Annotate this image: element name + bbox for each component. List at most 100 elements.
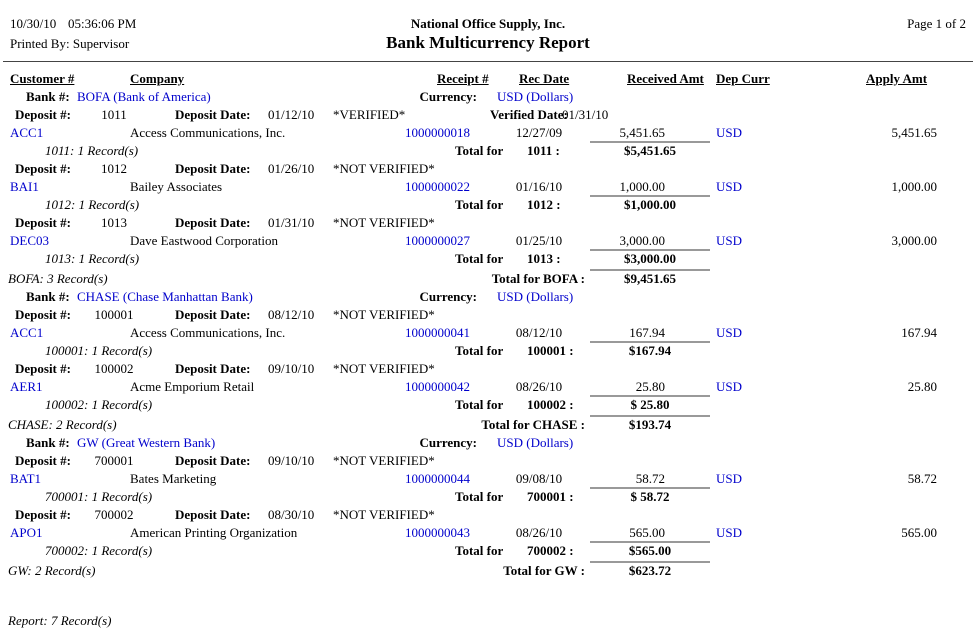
apply-amt-cell: 1,000.00 (891, 179, 938, 194)
dep-curr-link[interactable]: USD (716, 471, 743, 486)
deposit-total-row: 700001: 1 Record(s) Total for 700001 : $… (0, 487, 976, 506)
receipt-link[interactable]: 1000000041 (405, 325, 470, 340)
rec-date-cell: 01/16/10 (515, 179, 563, 194)
deposit-total-row: 1012: 1 Record(s) Total for 1012 : $1,00… (0, 195, 976, 214)
column-header-dep-curr: Dep Curr (716, 71, 770, 86)
deposit-number-label: Deposit #: (15, 107, 71, 122)
dep-curr-link[interactable]: USD (716, 325, 743, 340)
receipt-detail-row: DEC03 Dave Eastwood Corporation 10000000… (0, 232, 976, 250)
customer-link[interactable]: APO1 (10, 525, 43, 540)
customer-link[interactable]: DEC03 (10, 233, 49, 248)
dep-curr-link[interactable]: USD (716, 125, 743, 140)
deposit-record-count: 1013: 1 Record(s) (45, 251, 140, 266)
dep-curr-link[interactable]: USD (716, 379, 743, 394)
deposit-number: 100001 (94, 307, 134, 322)
bank-total-row: GW: 2 Record(s) Total for GW : $623.72 (0, 561, 976, 580)
received-amt-cell: 565.00 (629, 525, 665, 540)
bank-link[interactable]: BOFA (Bank of America) (77, 89, 211, 104)
customer-link[interactable]: AER1 (10, 379, 43, 394)
customer-link[interactable]: BAT1 (10, 471, 42, 486)
deposit-total-amount: $3,000.00 (590, 249, 710, 267)
receipt-detail-row: BAI1 Bailey Associates 1000000022 01/16/… (0, 178, 976, 196)
dep-curr-link[interactable]: USD (716, 525, 743, 540)
deposit-status: *NOT VERIFIED* (333, 307, 435, 322)
deposit-status: *NOT VERIFIED* (333, 453, 435, 468)
column-header-row: Customer # Company Receipt # Rec Date Re… (0, 70, 976, 88)
printed-by: Printed By: Supervisor (10, 36, 130, 51)
currency-link[interactable]: USD (Dollars) (497, 435, 574, 450)
total-deposit-number: 1013 : (527, 251, 561, 266)
customer-link[interactable]: ACC1 (10, 325, 44, 340)
deposit-row: Deposit #: 700002 Deposit Date: 08/30/10… (0, 506, 976, 524)
deposit-status: *NOT VERIFIED* (333, 507, 435, 522)
column-header-apply-amt: Apply Amt (866, 71, 928, 86)
deposit-number: 1011 (101, 107, 127, 122)
bank-total-row: BOFA: 3 Record(s) Total for BOFA : $9,45… (0, 269, 976, 288)
dep-curr-link[interactable]: USD (716, 233, 743, 248)
header-divider (3, 61, 973, 62)
bank-record-count: BOFA: 3 Record(s) (8, 271, 108, 286)
customer-link[interactable]: BAI1 (10, 179, 39, 194)
deposit-total-row: 100001: 1 Record(s) Total for 100001 : $… (0, 341, 976, 360)
currency-label: Currency: (419, 435, 477, 450)
currency-label: Currency: (419, 89, 477, 104)
total-deposit-number: 100001 : (527, 343, 574, 358)
bank-number-label: Bank #: (26, 89, 70, 104)
apply-amt-cell: 58.72 (907, 471, 937, 486)
deposit-row: Deposit #: 100002 Deposit Date: 09/10/10… (0, 360, 976, 378)
deposit-row: Deposit #: 100001 Deposit Date: 08/12/10… (0, 306, 976, 324)
deposit-date-label: Deposit Date: (175, 307, 251, 322)
deposit-total-row: 1013: 1 Record(s) Total for 1013 : $3,00… (0, 249, 976, 268)
report-date: 10/30/10 (10, 16, 57, 31)
deposit-number: 700001 (94, 453, 134, 468)
deposit-date: 08/30/10 (268, 507, 315, 522)
deposit-record-count: 100002: 1 Record(s) (45, 397, 153, 412)
total-deposit-number: 700001 : (527, 489, 574, 504)
bank-link[interactable]: CHASE (Chase Manhattan Bank) (77, 289, 253, 304)
verified-date: 01/31/10 (562, 107, 609, 122)
deposit-row: Deposit #: 1011 Deposit Date: 01/12/10 *… (0, 106, 976, 124)
deposit-total-row: 100002: 1 Record(s) Total for 100002 : $… (0, 395, 976, 414)
bank-total-amount: $9,451.65 (590, 269, 710, 287)
receipt-link[interactable]: 1000000018 (405, 125, 470, 140)
receipt-link[interactable]: 1000000027 (405, 233, 470, 248)
column-header-company: Company (130, 71, 185, 86)
company-cell: Access Communications, Inc. (130, 125, 286, 140)
apply-amt-cell: 5,451.65 (891, 125, 938, 140)
rec-date-cell: 12/27/09 (515, 125, 563, 140)
deposit-date: 01/12/10 (268, 107, 315, 122)
rec-date-cell: 08/26/10 (515, 525, 563, 540)
deposit-row: Deposit #: 1012 Deposit Date: 01/26/10 *… (0, 160, 976, 178)
apply-amt-cell: 565.00 (901, 525, 937, 540)
currency-label: Currency: (419, 289, 477, 304)
deposit-number: 1013 (101, 215, 127, 230)
receipt-detail-row: AER1 Acme Emporium Retail 1000000042 08/… (0, 378, 976, 396)
customer-link[interactable]: ACC1 (10, 125, 44, 140)
receipt-link[interactable]: 1000000042 (405, 379, 470, 394)
deposit-total-amount: $1,000.00 (590, 195, 710, 213)
deposit-date: 09/10/10 (268, 453, 315, 468)
report-title: Bank Multicurrency Report (386, 33, 590, 52)
bank-total-row: CHASE: 2 Record(s) Total for CHASE : $19… (0, 415, 976, 434)
bank-number-label: Bank #: (26, 289, 70, 304)
receipt-link[interactable]: 1000000043 (405, 525, 470, 540)
deposit-status: *NOT VERIFIED* (333, 361, 435, 376)
currency-link[interactable]: USD (Dollars) (497, 89, 574, 104)
bank-number-label: Bank #: (26, 435, 70, 450)
deposit-total-amount: $167.94 (590, 341, 710, 359)
receipt-link[interactable]: 1000000022 (405, 179, 470, 194)
deposit-number-label: Deposit #: (15, 453, 71, 468)
bank-row: Bank #: GW (Great Western Bank) Currency… (0, 434, 976, 452)
apply-amt-cell: 3,000.00 (891, 233, 938, 248)
company-cell: Bailey Associates (130, 179, 223, 194)
currency-link[interactable]: USD (Dollars) (497, 289, 574, 304)
dep-curr-link[interactable]: USD (716, 179, 743, 194)
bank-row: Bank #: BOFA (Bank of America) Currency:… (0, 88, 976, 106)
deposit-date: 09/10/10 (268, 361, 315, 376)
deposit-date: 08/12/10 (268, 307, 315, 322)
receipt-link[interactable]: 1000000044 (405, 471, 470, 486)
deposit-date-label: Deposit Date: (175, 507, 251, 522)
deposit-total-amount: $5,451.65 (590, 141, 710, 159)
bank-link[interactable]: GW (Great Western Bank) (77, 435, 216, 450)
page-indicator: Page 1 of 2 (907, 16, 966, 31)
